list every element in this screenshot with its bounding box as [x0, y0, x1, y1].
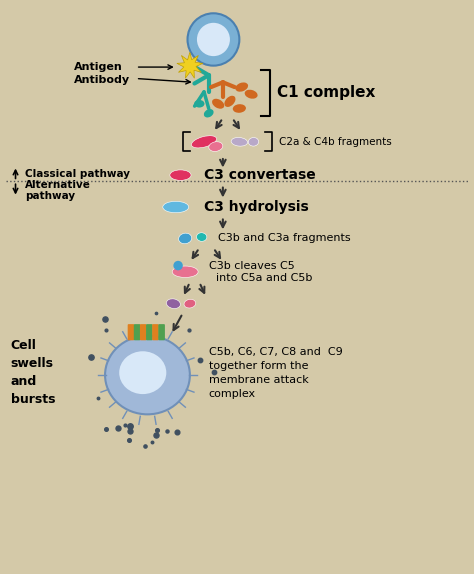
Ellipse shape: [163, 201, 189, 213]
Ellipse shape: [248, 138, 259, 146]
Ellipse shape: [233, 104, 246, 113]
FancyBboxPatch shape: [134, 324, 140, 340]
Text: C3b and C3a fragments: C3b and C3a fragments: [218, 234, 351, 243]
Ellipse shape: [224, 96, 236, 107]
Text: Classical pathway: Classical pathway: [25, 169, 130, 179]
FancyBboxPatch shape: [152, 324, 159, 340]
Ellipse shape: [170, 170, 191, 180]
Ellipse shape: [197, 232, 207, 241]
Ellipse shape: [236, 83, 248, 92]
Ellipse shape: [245, 90, 257, 99]
Circle shape: [173, 261, 183, 270]
Ellipse shape: [179, 233, 191, 244]
Text: C3b cleaves C5
  into C5a and C5b: C3b cleaves C5 into C5a and C5b: [209, 261, 312, 282]
Ellipse shape: [191, 135, 217, 148]
Circle shape: [197, 23, 230, 56]
Ellipse shape: [231, 138, 247, 146]
Ellipse shape: [172, 266, 198, 277]
Text: C5b, C6, C7, C8 and  C9
together form the
membrane attack
complex: C5b, C6, C7, C8 and C9 together form the…: [209, 347, 343, 399]
Text: Cell
swells
and
bursts: Cell swells and bursts: [11, 339, 55, 406]
Text: C3 hydrolysis: C3 hydrolysis: [204, 200, 309, 214]
FancyBboxPatch shape: [128, 324, 134, 340]
FancyBboxPatch shape: [146, 324, 153, 340]
Text: Antibody: Antibody: [74, 75, 130, 85]
Ellipse shape: [184, 299, 196, 308]
FancyBboxPatch shape: [140, 324, 146, 340]
Text: Alternative
pathway: Alternative pathway: [25, 180, 91, 201]
Text: C2a & C4b fragments: C2a & C4b fragments: [279, 137, 392, 147]
Text: Antigen: Antigen: [74, 62, 123, 72]
FancyBboxPatch shape: [158, 324, 165, 340]
Circle shape: [188, 13, 239, 65]
Ellipse shape: [194, 100, 204, 107]
Ellipse shape: [212, 99, 224, 108]
Polygon shape: [177, 52, 203, 78]
Ellipse shape: [119, 351, 166, 394]
Text: C1 complex: C1 complex: [277, 86, 375, 100]
Ellipse shape: [105, 336, 190, 414]
Ellipse shape: [166, 299, 181, 308]
Ellipse shape: [204, 109, 214, 118]
Ellipse shape: [209, 142, 223, 152]
Text: C3 convertase: C3 convertase: [204, 168, 316, 182]
